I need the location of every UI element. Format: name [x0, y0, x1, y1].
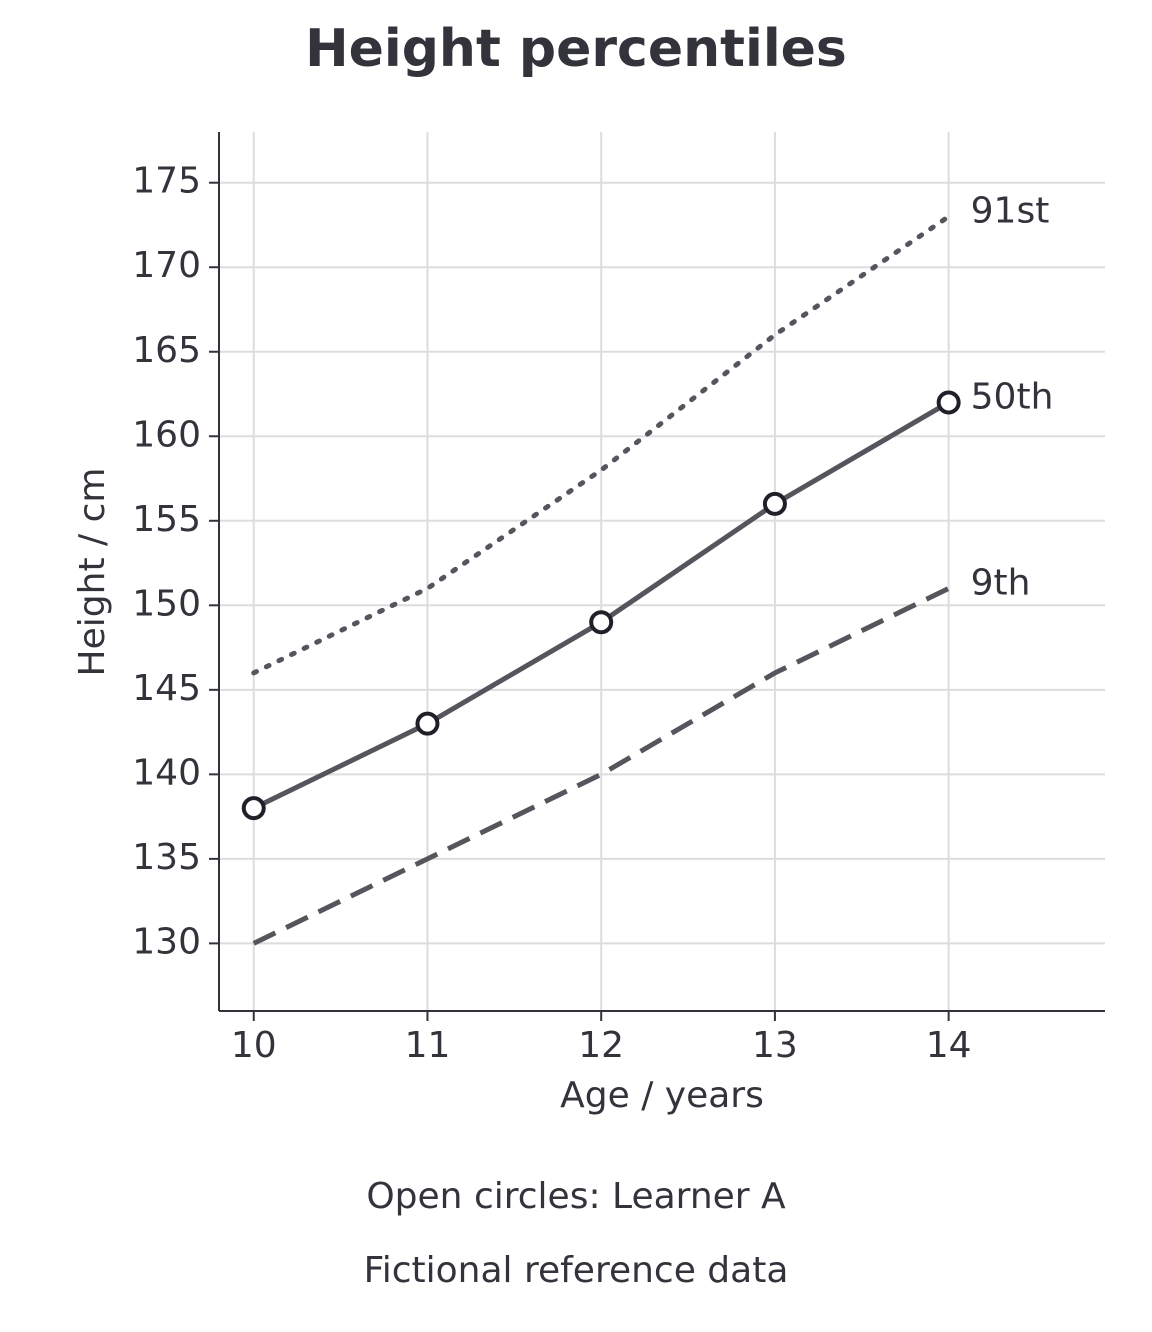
y-tick-label: 140: [132, 752, 201, 793]
data-point: [762, 491, 787, 516]
y-tick-label: 145: [132, 668, 201, 709]
x-tick-label: 13: [752, 1025, 798, 1066]
y-tick-label: 170: [132, 245, 201, 286]
y-tick-label: 155: [132, 499, 201, 540]
y-tick-label: 160: [132, 414, 201, 455]
x-tick-label: 12: [578, 1025, 624, 1066]
series-line: [251, 214, 952, 676]
series-label: 91st: [971, 191, 1050, 232]
data-point: [936, 390, 961, 415]
y-tick-label: 165: [132, 330, 201, 371]
y-tick-label: 130: [132, 921, 201, 962]
x-axis-label: Age / years: [560, 1075, 764, 1116]
data-point: [415, 711, 440, 736]
y-tick-label: 175: [132, 161, 201, 202]
series-label: 50th: [971, 376, 1054, 417]
note: Open circles: Learner A: [366, 1176, 786, 1217]
y-axis-label: Height / cm: [72, 468, 113, 677]
y-tick-label: 150: [132, 583, 201, 624]
chart-title: Height percentiles: [305, 19, 847, 79]
data-point: [589, 610, 614, 635]
note: Fictional reference data: [364, 1250, 789, 1291]
x-tick-label: 14: [926, 1025, 972, 1066]
data-point: [241, 796, 266, 821]
x-tick-label: 11: [405, 1025, 451, 1066]
x-tick-label: 10: [231, 1025, 277, 1066]
series-line: [252, 586, 950, 946]
y-tick-label: 135: [132, 837, 201, 878]
series-label: 9th: [971, 562, 1031, 603]
